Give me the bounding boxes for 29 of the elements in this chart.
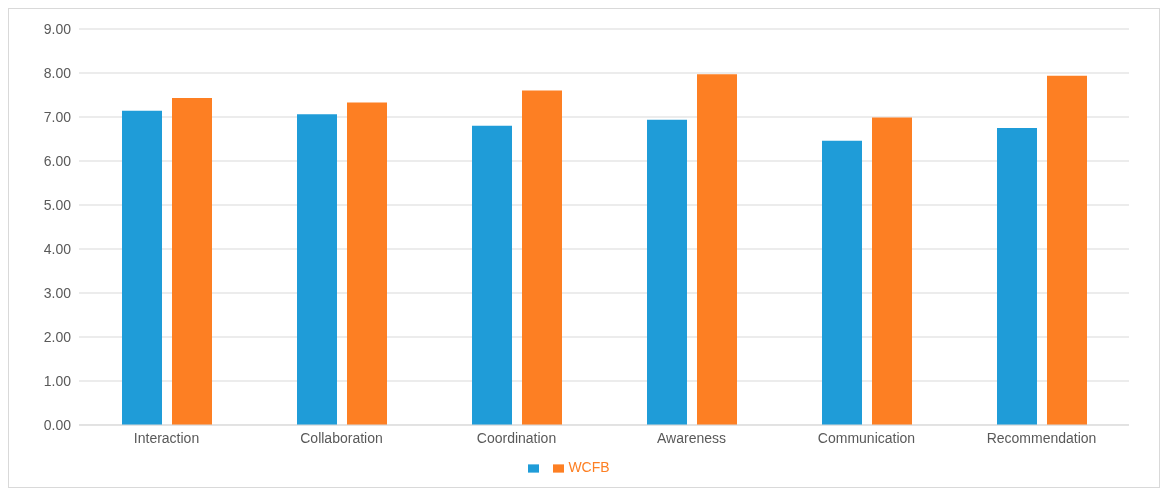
x-tick-label: Communication	[817, 429, 916, 446]
bar	[122, 110, 162, 425]
x-tick-label: Interaction	[133, 429, 200, 446]
bar	[1047, 75, 1087, 425]
y-tick-label: 0.00	[43, 416, 72, 433]
y-tick-label: 7.00	[43, 108, 72, 125]
bar	[697, 74, 737, 425]
bar	[647, 119, 687, 425]
y-tick-label: 2.00	[43, 328, 72, 345]
bar	[997, 128, 1037, 425]
x-tick-label: Recommendation	[986, 429, 1097, 446]
y-tick-label: 9.00	[43, 20, 72, 37]
bar	[472, 125, 512, 425]
bar	[522, 90, 562, 425]
x-tick-label: Collaboration	[300, 429, 383, 446]
y-tick-label: 4.00	[43, 240, 72, 257]
bar	[172, 98, 212, 425]
bar	[347, 102, 387, 425]
bar	[822, 140, 862, 425]
y-tick-label: 8.00	[43, 64, 72, 81]
x-tick-label: Awareness	[656, 429, 727, 446]
y-tick-label: 6.00	[43, 152, 72, 169]
legend-label: WCFB	[568, 459, 610, 475]
y-tick-label: 5.00	[43, 196, 72, 213]
bar	[297, 114, 337, 425]
bar	[872, 117, 912, 425]
y-tick-label: 3.00	[43, 284, 72, 301]
y-tick-label: 1.00	[43, 372, 72, 389]
x-tick-label: Coordination	[476, 429, 557, 446]
